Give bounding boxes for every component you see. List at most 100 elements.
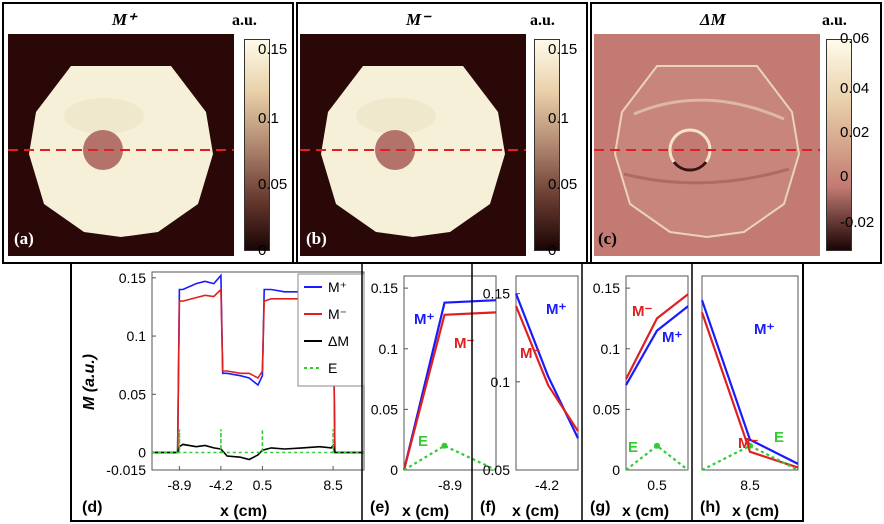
x-tick-label: 8.5 [323, 477, 343, 493]
y-tick-label: 0.1 [379, 341, 399, 357]
x-axis-label: x (cm) [220, 503, 267, 520]
series-line-m-minus [700, 312, 799, 469]
cb-b-tick: 0.05 [548, 176, 578, 193]
x-axis-label: x (cm) [402, 503, 449, 520]
y-tick-label: 0.1 [491, 374, 511, 390]
series-line-e [403, 444, 497, 471]
annotation-label: M⁻ [454, 335, 474, 352]
panel-label: (e) [370, 499, 390, 516]
panel-label: (h) [700, 499, 720, 516]
e-marker [441, 442, 448, 449]
y-tick-label: -0.015 [106, 462, 146, 478]
cb-a-tick: 0.15 [258, 41, 288, 58]
series-line-e [152, 429, 364, 454]
x-tick-label: 0.5 [647, 477, 667, 493]
y-tick-label: 0.15 [483, 286, 510, 302]
panel-label: (g) [590, 499, 610, 516]
panel-a-label: (a) [14, 229, 34, 248]
y-tick-label: 0.15 [119, 270, 146, 286]
panel-c-label: (c) [598, 229, 617, 248]
annotation-label: M⁻ [632, 303, 652, 320]
series-line-m-plus [625, 305, 689, 386]
panel-b: M⁻ a.u. (b) 0.15 0.1 0.05 0 [296, 2, 588, 264]
axes-box [625, 275, 689, 471]
phantom-artifact [633, 98, 785, 121]
x-tick-label: -4.2 [535, 477, 559, 493]
series-line-e [625, 444, 689, 471]
axes-box [701, 275, 799, 471]
cb-a-tick: 0 [258, 242, 267, 259]
y-tick-label: 0 [612, 462, 620, 478]
panel-b-title: M⁻ [406, 10, 431, 29]
cb-b-tick: 0.15 [548, 41, 578, 58]
panel-c: ΔM a.u. (c) 0.06 0.04 0.02 0 -0.02 [590, 2, 882, 264]
annotation-label: M⁻ [738, 435, 758, 452]
y-axis-label: M (a.u.) [81, 354, 98, 410]
legend-label: M⁺ [328, 279, 347, 295]
x-axis-label: x (cm) [512, 503, 559, 520]
annotation-label: M⁺ [414, 311, 434, 328]
cb-c-tick: -0.02 [840, 214, 875, 231]
phantom-inclusion [83, 130, 123, 170]
phantom-artifact [623, 167, 790, 185]
map-m-minus [300, 34, 526, 256]
cb-c-tick: 0.02 [840, 124, 870, 141]
cb-a-tick: 0.05 [258, 176, 288, 193]
legend-label: E [328, 360, 337, 376]
cb-b-tick: 0 [548, 242, 557, 259]
legend-box [297, 273, 365, 387]
panel-a-title: M⁺ [112, 10, 137, 29]
e-marker [747, 442, 753, 449]
annotation-label: M⁻ [520, 345, 540, 362]
inclusion-edge [672, 161, 708, 172]
series-line-m-minus [402, 311, 497, 471]
x-axis-label: x (cm) [732, 503, 779, 520]
y-tick-label: 0 [390, 462, 398, 478]
cb-b-tick: 0.1 [548, 110, 569, 127]
series-line-m-plus [700, 299, 799, 465]
cb-c-tick: 0.06 [840, 30, 870, 47]
panel-b-label: (b) [306, 229, 327, 248]
colorbar-b [534, 39, 560, 251]
map-delta-m [594, 34, 820, 256]
y-tick-label: 0.15 [371, 280, 398, 296]
phantom-shading [64, 98, 144, 134]
series-line-m-minus [514, 305, 579, 432]
x-tick-label: -8.9 [438, 477, 462, 493]
series-line-delta-m [152, 443, 364, 461]
panel-b-unit: a.u. [530, 12, 555, 29]
x-axis-label: x (cm) [622, 503, 669, 520]
legend-label: M⁻ [328, 306, 347, 322]
x-tick-label: -8.9 [167, 477, 191, 493]
y-tick-label: 0.05 [371, 401, 398, 417]
y-tick-label: 0.1 [127, 328, 147, 344]
x-tick-label: 0.5 [253, 477, 273, 493]
phantom-shading [356, 98, 436, 134]
legend-label: ΔM [328, 333, 349, 349]
colorbar-a [244, 39, 270, 251]
bottom-panel [70, 262, 804, 522]
cb-a-tick: 0.1 [258, 110, 279, 127]
panel-label: (d) [82, 499, 102, 516]
annotation-label: E [628, 439, 638, 456]
y-tick-label: 0.1 [601, 341, 621, 357]
panel-c-unit: a.u. [822, 12, 847, 29]
map-m-plus [8, 34, 234, 256]
bottom-charts: 0.150.10.050-0.015-8.9 -4.2 0.5 8.5(d) x (cm… [81, 262, 799, 522]
x-tick-label: 8.5 [740, 477, 760, 493]
y-tick-label: 0.15 [593, 280, 620, 296]
annotation-label: M⁺ [546, 301, 566, 318]
panel-a-unit: a.u. [232, 12, 257, 29]
y-tick-label: 0.05 [483, 462, 510, 478]
annotation-label: M⁺ [754, 321, 774, 338]
cb-c-tick: 0 [840, 168, 849, 185]
series-line-m-minus [625, 293, 689, 380]
panel-label: (f) [480, 499, 496, 516]
annotation-label: M⁺ [662, 329, 682, 346]
annotation-label: E [774, 429, 784, 446]
y-tick-label: 0 [138, 445, 146, 461]
annotation-label: E [418, 433, 428, 450]
e-marker [654, 442, 660, 449]
axes-box [403, 275, 497, 471]
panel-a: M⁺ a.u. (a) 0.15 0.1 0.05 0 [2, 2, 294, 264]
